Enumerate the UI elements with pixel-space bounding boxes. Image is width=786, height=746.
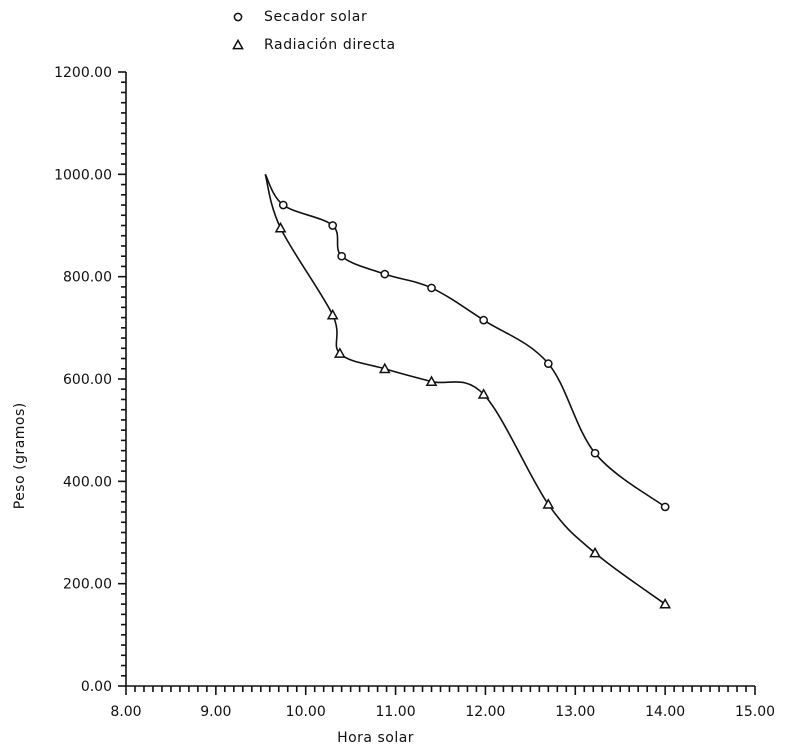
x-ticks: 8.00 9.00 10.00 11.00 12.00 13.00 14.00 15.00: [110, 686, 775, 720]
series-line: [264, 173, 666, 508]
triangle-marker: [477, 388, 490, 399]
y-tick-label: 400.00: [63, 474, 112, 490]
x-tick-label: 10.00: [286, 704, 326, 720]
legend-circle-marker: [233, 12, 243, 22]
axes: [125, 72, 755, 687]
y-tick-label: 800.00: [63, 270, 112, 286]
legend: Secador solar Radiación directa: [232, 9, 396, 53]
x-tick-label: 11.00: [376, 704, 416, 720]
triangle-marker: [378, 362, 391, 374]
x-axis-title: Hora solar: [337, 730, 414, 746]
circle-marker: [543, 359, 553, 368]
x-tick-label: 8.00: [110, 704, 141, 720]
y-axis-title: Peso (gramos): [12, 402, 28, 509]
series-group: [264, 173, 672, 609]
x-tick-label: 14.00: [645, 704, 685, 720]
y-tick-label: 600.00: [63, 372, 112, 388]
series-line: [264, 174, 666, 605]
y-tick-label: 1000.00: [54, 167, 112, 183]
circle-marker: [380, 269, 390, 279]
circle-marker: [337, 251, 347, 261]
legend-item: Radiación directa: [232, 37, 396, 53]
y-tick-label: 1200.00: [54, 65, 112, 81]
legend-label: Radiación directa: [264, 37, 396, 53]
x-tick-label: 12.00: [465, 704, 505, 720]
triangle-marker: [326, 308, 339, 320]
triangle-marker: [589, 546, 601, 558]
series-radiacion-directa: [264, 174, 672, 609]
circle-marker: [479, 315, 488, 325]
y-tick-label: 0.00: [81, 679, 112, 695]
circle-marker: [660, 502, 670, 512]
x-tick-label: 9.00: [200, 704, 231, 720]
circle-marker: [328, 221, 338, 230]
circle-marker: [427, 283, 436, 293]
triangle-marker: [659, 597, 672, 609]
legend-triangle-marker: [232, 38, 244, 50]
y-ticks: 0.00 200.00 400.00 600.00 800.00 1000.00 1200.…: [54, 65, 126, 695]
circle-marker: [590, 448, 600, 458]
x-tick-label: 13.00: [555, 704, 595, 720]
triangle-marker: [274, 221, 287, 233]
x-tick-label: 15.00: [735, 704, 775, 720]
legend-item: Secador solar: [233, 9, 367, 25]
circle-marker: [278, 200, 288, 210]
legend-label: Secador solar: [264, 9, 367, 25]
triangle-marker: [542, 498, 555, 509]
triangle-marker: [333, 347, 346, 358]
triangle-marker: [425, 375, 438, 386]
y-tick-label: 200.00: [63, 577, 112, 593]
series-secador-solar: [264, 173, 670, 512]
